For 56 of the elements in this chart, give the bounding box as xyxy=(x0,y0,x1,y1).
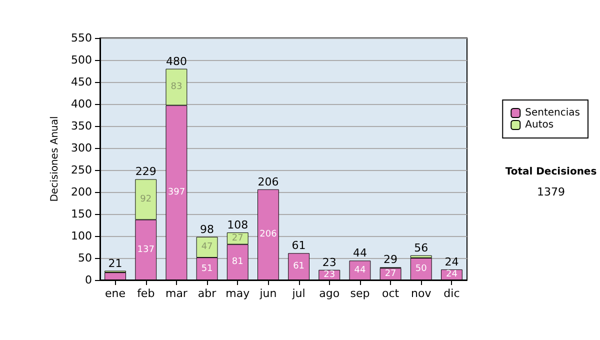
total-label: 229 xyxy=(135,165,156,178)
y-tick-label: 0 xyxy=(85,274,92,286)
data-label: 27 xyxy=(384,269,396,280)
x-tick-label: ago xyxy=(319,287,340,300)
data-label: 137 xyxy=(137,244,154,255)
y-tick-label: 450 xyxy=(71,76,92,88)
total-label: 108 xyxy=(227,218,248,232)
y-tick-label: 400 xyxy=(71,98,92,110)
x-tick-label: abr xyxy=(198,287,217,300)
data-label: 92 xyxy=(140,194,152,204)
text: 1379 xyxy=(537,186,565,198)
legend-label: Sentencias xyxy=(525,108,580,118)
data-label: 47 xyxy=(201,242,213,252)
y-tick-label: 550 xyxy=(71,32,92,44)
x-tick-label: jul xyxy=(291,287,306,300)
data-label: 24 xyxy=(446,270,458,280)
data-label: 51 xyxy=(201,264,213,274)
total-label: 24 xyxy=(444,255,459,268)
total-label: 23 xyxy=(322,256,336,269)
data-label: 206 xyxy=(260,230,278,240)
y-tick-label: 50 xyxy=(78,252,92,264)
data-label: 44 xyxy=(354,265,366,276)
x-tick-label: may xyxy=(226,287,250,300)
data-label: 83 xyxy=(170,82,182,92)
total-label: 98 xyxy=(200,222,214,236)
x-tick-label: jun xyxy=(258,287,277,300)
total-label: 206 xyxy=(258,175,279,188)
legend-label: Autos xyxy=(525,120,554,130)
data-label: 50 xyxy=(415,264,428,274)
y-tick-label: 300 xyxy=(71,142,92,154)
data-label: 27 xyxy=(232,233,244,244)
y-tick-label: 150 xyxy=(71,208,92,220)
x-tick-label: ene xyxy=(105,287,126,300)
x-tick-label: mar xyxy=(165,287,188,300)
total-label: 61 xyxy=(292,239,306,252)
total-label: 44 xyxy=(352,246,367,260)
total-label: 56 xyxy=(414,241,428,254)
y-tick-label: 250 xyxy=(71,164,92,176)
y-tick-label: 200 xyxy=(71,186,92,198)
y-axis-title: Decisiones Anual xyxy=(50,116,61,202)
x-tick-label: nov xyxy=(411,287,432,300)
x-tick-label: sep xyxy=(350,287,370,300)
text: Total Decisiones xyxy=(505,166,597,178)
x-tick-label: oct xyxy=(382,287,400,300)
x-tick-label: dic xyxy=(444,287,460,300)
y-tick-label: 100 xyxy=(71,230,92,242)
y-tick-label: 350 xyxy=(71,120,92,132)
data-label: 23 xyxy=(324,270,336,280)
x-tick-label: feb xyxy=(137,287,155,300)
total-label: 21 xyxy=(108,256,122,270)
data-label: 397 xyxy=(168,188,186,198)
total-label: 29 xyxy=(384,253,398,266)
data-label: 81 xyxy=(232,257,244,268)
y-tick-label: 500 xyxy=(71,54,92,66)
data-label: 61 xyxy=(293,262,305,272)
total-label: 480 xyxy=(166,54,187,68)
